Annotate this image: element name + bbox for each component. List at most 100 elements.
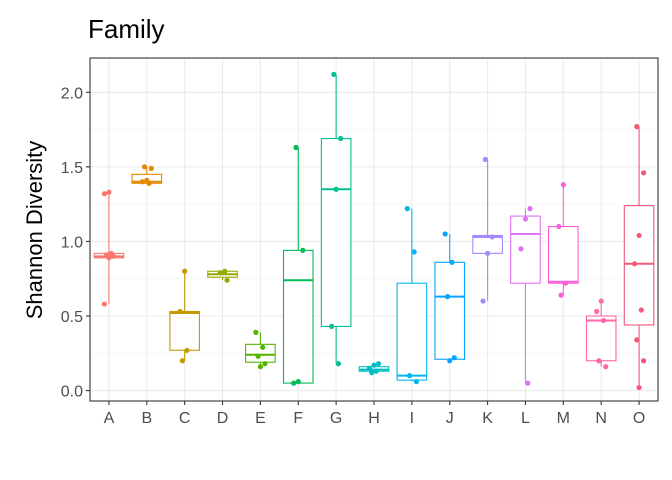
data-point <box>260 344 266 350</box>
data-point <box>253 329 259 335</box>
data-point <box>413 379 420 385</box>
box-body <box>282 249 314 384</box>
data-point <box>222 268 228 274</box>
axes: 0.0 0.5 1.0 1.5 2.0 A B C D E F G H I J K L M N O <box>61 85 646 427</box>
data-point <box>641 358 647 364</box>
box-J <box>434 231 466 364</box>
data-point <box>375 361 382 367</box>
data-point <box>406 373 413 379</box>
box-C <box>169 268 200 364</box>
box-H <box>358 361 390 376</box>
box-body <box>169 310 200 351</box>
x-tick-label: D <box>217 410 229 427</box>
box-I <box>396 206 428 385</box>
data-point <box>148 165 154 171</box>
data-point <box>255 353 261 359</box>
data-point <box>451 355 457 361</box>
data-point <box>527 206 533 212</box>
y-tick-label: 1.0 <box>61 234 83 251</box>
data-point <box>108 250 114 256</box>
data-point <box>177 308 183 315</box>
data-point <box>179 358 185 364</box>
data-point <box>182 268 188 274</box>
data-point <box>328 323 335 330</box>
data-point <box>489 234 495 240</box>
box-F <box>282 144 314 386</box>
box-body <box>548 225 579 284</box>
data-point <box>257 364 263 370</box>
x-tick-label: G <box>330 410 342 427</box>
data-point <box>641 170 647 176</box>
data-point <box>525 380 531 386</box>
data-point <box>634 337 640 343</box>
data-point <box>295 379 301 385</box>
data-point <box>480 298 486 304</box>
data-point <box>338 135 344 142</box>
y-tick-label: 0.0 <box>61 384 83 401</box>
data-point <box>636 384 642 391</box>
data-point <box>444 294 451 300</box>
data-point <box>638 307 644 313</box>
x-tick-label: B <box>141 410 152 427</box>
data-point <box>217 270 223 276</box>
data-point <box>596 358 602 364</box>
data-point <box>447 358 453 364</box>
box-series <box>93 71 655 391</box>
data-point <box>373 368 379 374</box>
x-tick-label: J <box>446 410 454 427</box>
data-point <box>335 361 342 367</box>
box-M <box>548 182 579 298</box>
x-tick-label: N <box>595 410 607 427</box>
data-point <box>485 250 491 256</box>
data-point <box>411 249 417 255</box>
data-point <box>366 365 373 371</box>
data-point <box>293 144 299 151</box>
data-point <box>101 301 107 307</box>
data-point <box>634 124 640 130</box>
box-body <box>510 215 541 284</box>
box-body <box>434 261 466 360</box>
box-E <box>245 329 276 370</box>
box-body <box>320 137 352 327</box>
box-body <box>245 343 276 363</box>
data-point <box>631 261 638 267</box>
data-point <box>636 232 642 239</box>
data-point <box>371 362 377 368</box>
data-point <box>518 246 524 252</box>
x-tick-label: K <box>482 410 493 427</box>
y-tick-label: 2.0 <box>61 85 83 102</box>
box-body <box>472 234 503 254</box>
data-point <box>600 317 607 324</box>
x-tick-label: I <box>410 410 414 427</box>
data-point <box>141 164 148 170</box>
data-point <box>449 259 455 265</box>
data-point <box>101 191 107 197</box>
data-point <box>560 182 566 188</box>
box-body <box>623 205 655 326</box>
box-A <box>93 189 125 307</box>
data-point <box>144 177 150 183</box>
x-tick-label: A <box>104 410 115 427</box>
x-tick-label: O <box>633 410 645 427</box>
box-N <box>585 298 617 370</box>
data-point <box>106 189 112 195</box>
chart-title: Family <box>88 14 165 44</box>
x-tick-label: H <box>368 410 380 427</box>
x-tick-label: F <box>293 410 303 427</box>
box-O <box>623 124 655 391</box>
box-body <box>396 282 428 381</box>
data-point <box>104 252 110 258</box>
data-point <box>139 179 145 185</box>
y-tick-label: 0.5 <box>61 309 83 326</box>
data-point <box>482 156 488 163</box>
y-axis-label: Shannon Diversity <box>22 141 47 320</box>
data-point <box>404 206 410 212</box>
data-point <box>556 223 562 230</box>
box-B <box>131 164 163 186</box>
x-tick-label: C <box>179 410 191 427</box>
data-point <box>331 71 337 78</box>
x-tick-label: L <box>521 410 530 427</box>
data-point <box>558 292 564 298</box>
box-body <box>585 315 617 362</box>
